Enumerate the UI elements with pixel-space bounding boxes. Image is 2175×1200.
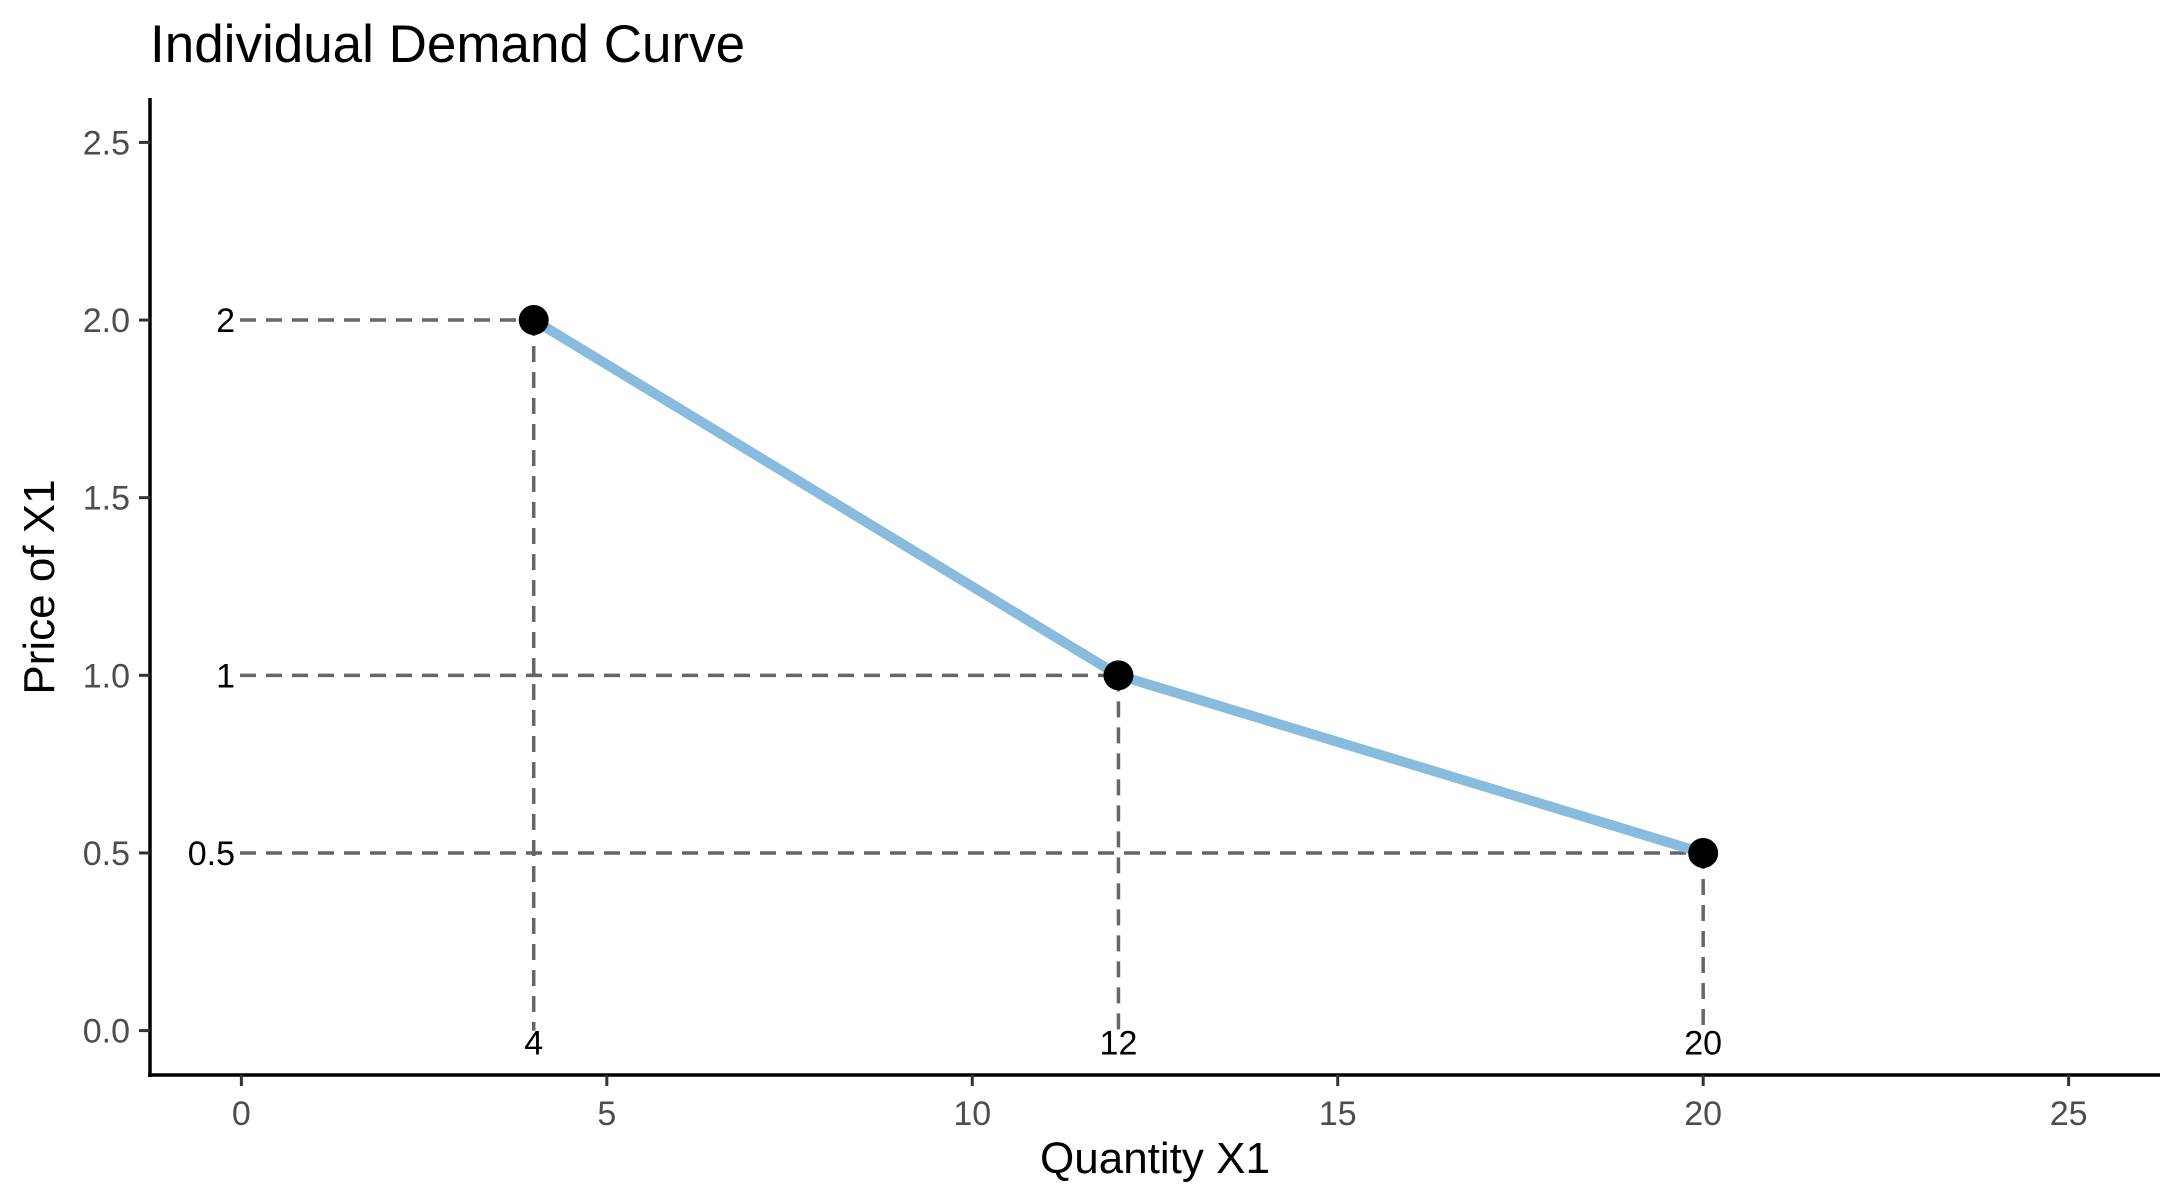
x-axis-title: Quantity X1 — [1040, 1134, 1270, 1183]
x-tick-label: 0 — [232, 1095, 251, 1133]
quantity-annotation: 12 — [1100, 1025, 1138, 1063]
demand-curve-layer — [528, 315, 1709, 858]
point-annotations: 2 4 1 12 0.5 20 — [188, 302, 1722, 1063]
price-annotation: 1 — [216, 657, 235, 695]
data-points — [518, 305, 1719, 868]
chart-title: Individual Demand Curve — [150, 15, 745, 74]
data-point — [1688, 837, 1719, 868]
y-tick-label: 2.0 — [83, 302, 130, 340]
y-tick-label: 0.5 — [83, 835, 130, 873]
quantity-annotation: 20 — [1684, 1025, 1722, 1063]
y-tick-label: 1.5 — [83, 480, 130, 518]
guide-lines — [240, 318, 1705, 1031]
price-annotation: 2 — [216, 302, 235, 340]
x-axis-ticks: 0 5 10 15 20 25 — [232, 1075, 2088, 1133]
data-point — [1103, 660, 1134, 691]
x-tick-label: 25 — [2050, 1095, 2088, 1133]
quantity-annotation: 4 — [524, 1025, 543, 1063]
x-tick-label: 10 — [953, 1095, 991, 1133]
data-point — [518, 305, 549, 336]
y-tick-label: 1.0 — [83, 657, 130, 695]
y-axis-ticks: 0.0 0.5 1.0 1.5 2.0 2.5 — [83, 124, 150, 1051]
y-tick-label: 2.5 — [83, 124, 130, 162]
demand-curve-line — [528, 315, 1709, 858]
price-annotation: 0.5 — [188, 835, 235, 873]
y-tick-label: 0.0 — [83, 1013, 130, 1051]
y-axis-title: Price of X1 — [15, 479, 64, 694]
x-tick-label: 20 — [1684, 1095, 1722, 1133]
x-tick-label: 15 — [1319, 1095, 1357, 1133]
x-tick-label: 5 — [597, 1095, 616, 1133]
